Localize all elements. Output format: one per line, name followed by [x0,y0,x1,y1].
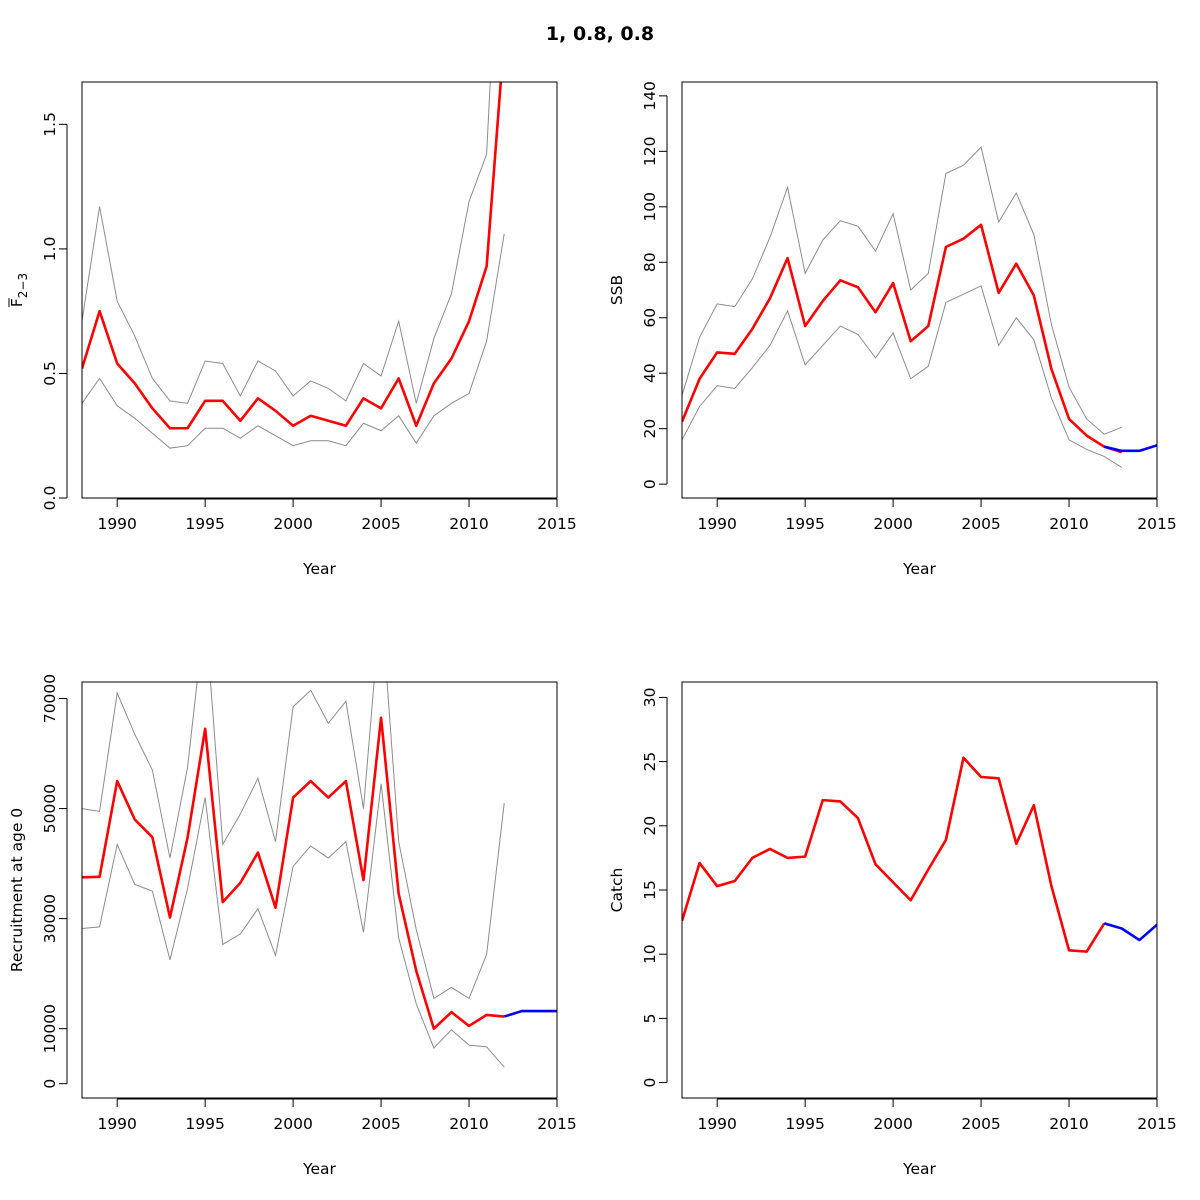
ssb-x-tick-label: 2010 [1049,515,1088,533]
fbar-x-tick-label: 2005 [361,515,400,533]
catch-x-tick-label: 1990 [697,1115,736,1133]
recruitment-x-tick-label: 2000 [273,1115,312,1133]
recruitment-plot-frame [81,681,558,1099]
fbar-y-label-main: F [8,298,26,307]
ssb-x-tick-label: 2000 [873,515,912,533]
ssb-upper-line [682,146,1122,435]
ssb-estimate-line [682,223,1123,454]
fbar-x-tick-label: 2000 [273,515,312,533]
catch-y-tick-label: 25 [641,752,659,772]
fbar-x-tick-label: 1990 [97,515,136,533]
recruitment-y-tick-label: 10000 [41,1004,59,1053]
ssb-y-tick-label: 40 [641,363,659,383]
ssb-x-tick-label: 2005 [961,515,1000,533]
fbar-x-tick-label: 2015 [537,515,576,533]
ssb-y-label-main: SSB [608,275,626,305]
recruitment-x-tick-label: 2015 [537,1115,576,1133]
catch-y-axis-label: Catch [608,868,626,913]
fbar-x-tick-label: 2010 [449,515,488,533]
catch-x-tick-label: 2005 [961,1115,1000,1133]
catch-projection-line [1103,922,1157,942]
recruitment-y-tick-label: 50000 [41,784,59,833]
catch-x-tick-label: 1995 [785,1115,824,1133]
ssb-y-tick-label: 120 [641,137,659,167]
ssb-x-tick-label: 1990 [697,515,736,533]
fbar-plot-frame [81,81,558,499]
ssb-y-tick-label: 60 [641,308,659,328]
recruitment-upper-line [82,682,505,1000]
fbar-y-tick-label: 1.0 [41,237,59,262]
recruitment-y-tick-label: 30000 [41,894,59,943]
chart-panel-fbar: 1990 1995 2000 2005 2010 2015 Year 0.0 0.5 1.0 1.5… [8,81,577,578]
panels: 1990 1995 2000 2005 2010 2015Year0.00.51.01.5… [8,81,1177,1178]
recruitment-lower-line [82,783,505,1068]
recruitment-x-tick-label: 2005 [361,1115,400,1133]
fbar-y-label-subscript: 2−3 [16,273,30,298]
recruitment-y-tick-label: 70000 [41,674,59,723]
catch-y-tick-label: 20 [641,816,659,836]
recruitment-x-tick-label: 2010 [449,1115,488,1133]
ssb-x-axis-label: Year [902,560,936,578]
fbar-y-tick-label: 1.5 [41,112,59,137]
catch-plot-frame [681,681,1158,1099]
chart-panel-catch: 1990 1995 2000 2005 2010 2015 Year 0 5 10 15 20 25 30… [608,681,1177,1178]
fbar-x-tick-label: 1995 [185,515,224,533]
catch-x-axis-label: Year [902,1160,936,1178]
recruitment-x-axis-label: Year [302,1160,336,1178]
catch-y-tick-label: 0 [641,1078,659,1088]
ssb-y-tick-label: 100 [641,192,659,222]
fbar-lower-line [82,233,505,449]
recruitment-estimate-line [82,716,505,1030]
ssb-projection-line [1103,444,1157,453]
ssb-y-tick-label: 20 [641,419,659,439]
catch-y-label-main: Catch [608,868,626,913]
recruitment-y-tick-label: 0 [41,1079,59,1089]
recruitment-x-tick-label: 1995 [185,1115,224,1133]
catch-estimate-line [682,756,1106,953]
ssb-y-tick-label: 0 [641,479,659,489]
catch-y-tick-label: 10 [641,944,659,964]
catch-x-tick-label: 2000 [873,1115,912,1133]
recruitment-y-label-main: Recruitment at age 0 [8,808,26,972]
recruitment-y-axis-label: Recruitment at age 0 [8,808,26,972]
fbar-x-axis-label: Year [302,560,336,578]
fbar-y-tick-label: 0.5 [41,361,59,386]
ssb-y-axis-label: SSB [608,275,626,305]
ssb-plot-frame [681,81,1158,499]
fbar-estimate-line [82,82,503,430]
catch-y-tick-label: 30 [641,688,659,708]
recruitment-projection-line [503,1009,557,1018]
fbar-y-tick-label: 0.0 [41,486,59,511]
ssb-y-tick-label: 80 [641,252,659,272]
catch-y-tick-label: 15 [641,880,659,900]
recruitment-x-tick-label: 1990 [97,1115,136,1133]
catch-x-tick-label: 2015 [1137,1115,1176,1133]
ssb-lower-line [682,285,1123,468]
ssb-x-tick-label: 2015 [1137,515,1176,533]
figure-title: 1, 0.8, 0.8 [546,23,654,45]
fbar-y-axis-label: F2−3 [8,273,30,307]
fbar-upper-line [82,82,491,404]
chart-panel-recruitment: 1990 1995 2000 2005 2010 2015 Year 0 10000 30000 5… [8,674,577,1178]
chart-panel-ssb: 1990 1995 2000 2005 2010 2015 Year 0 20 40 60 80 100… [608,81,1177,578]
catch-y-tick-label: 5 [641,1013,659,1023]
ssb-y-tick-label: 140 [641,81,659,111]
ssb-x-tick-label: 1995 [785,515,824,533]
catch-x-tick-label: 2010 [1049,1115,1088,1133]
